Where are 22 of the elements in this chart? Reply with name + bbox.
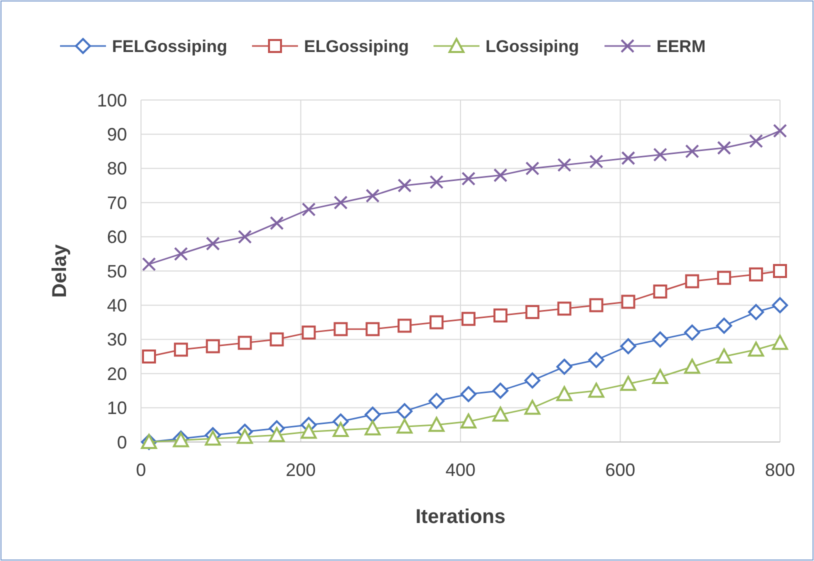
y-tick-label: 0 xyxy=(116,432,127,452)
y-tick-label: 100 xyxy=(96,90,127,110)
x-axis-title: Iterations xyxy=(415,506,506,528)
y-tick-label: 40 xyxy=(106,296,127,316)
x-tick-label: 800 xyxy=(764,460,796,480)
y-tick-label: 70 xyxy=(106,192,127,213)
legend-label: FELGossiping xyxy=(112,36,228,56)
legend-label: ELGossiping xyxy=(304,36,409,56)
y-tick-label: 60 xyxy=(106,227,127,248)
y-tick-label: 80 xyxy=(106,158,127,179)
legend-label: LGossiping xyxy=(486,36,579,56)
y-tick-label: 10 xyxy=(106,398,127,418)
x-tick-label: 0 xyxy=(136,460,146,480)
y-tick-label: 90 xyxy=(106,124,127,144)
x-tick-label: 400 xyxy=(445,460,476,480)
x-tick-label: 200 xyxy=(286,460,316,480)
y-axis-title: Delay xyxy=(49,243,71,298)
y-tick-label: 30 xyxy=(106,330,127,350)
legend-label: EERM xyxy=(656,36,706,56)
y-tick-label: 50 xyxy=(106,261,127,282)
x-tick-label: 600 xyxy=(605,460,636,480)
y-tick-label: 20 xyxy=(106,364,127,384)
